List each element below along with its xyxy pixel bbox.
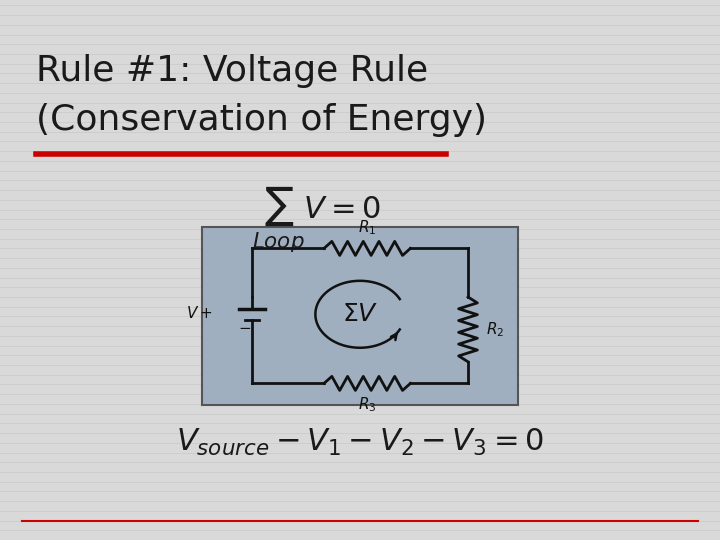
Text: $V_{source} - V_1 - V_2 - V_3 = 0$: $V_{source} - V_1 - V_2 - V_3 = 0$ (176, 427, 544, 458)
Text: $-$: $-$ (238, 319, 251, 334)
Text: $R_1$: $R_1$ (358, 218, 377, 237)
FancyBboxPatch shape (202, 227, 518, 405)
Text: $V+$: $V+$ (186, 305, 212, 321)
Text: $R_2$: $R_2$ (486, 320, 504, 339)
Text: (Conservation of Energy): (Conservation of Energy) (36, 103, 487, 137)
Text: $\Sigma V$: $\Sigma V$ (342, 302, 378, 326)
Text: Rule #1: Voltage Rule: Rule #1: Voltage Rule (36, 54, 428, 88)
Text: $R_3$: $R_3$ (358, 395, 377, 414)
Text: $\sum_{Loop} V = 0$: $\sum_{Loop} V = 0$ (252, 184, 382, 253)
